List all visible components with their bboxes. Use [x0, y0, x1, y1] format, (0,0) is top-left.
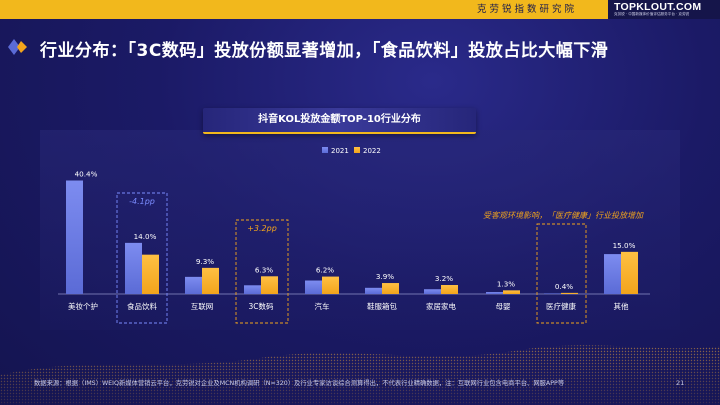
brand-tagline: 克劳锐 · 中国新媒体价值评估服务平台 · 克劳锐	[614, 12, 690, 16]
category-label: 汽车	[315, 301, 330, 311]
footnote: 数据来源：根据（IMS）WEIQ新媒体营销云平台，克劳锐对企业及MCN机构调研（…	[34, 380, 565, 387]
bar-2022	[382, 283, 399, 294]
bar-2021	[604, 254, 621, 294]
chart-title-box: 抖音KOL投放金额TOP-10行业分布	[203, 108, 476, 134]
data-label: 1.3%	[497, 279, 515, 288]
bar-2022	[261, 276, 278, 294]
data-label: 3.9%	[376, 272, 394, 281]
bar-2022	[621, 251, 638, 294]
bar-2021	[185, 276, 202, 294]
legend-swatch-2021	[322, 147, 328, 153]
data-label: 3.2%	[435, 274, 453, 283]
data-label: 9.3%	[196, 257, 214, 266]
institute-name: 克劳锐指数研究院	[476, 4, 577, 15]
legend-swatch-2022	[354, 147, 360, 153]
bar-2021	[486, 292, 503, 294]
highlight-box-food	[116, 192, 168, 324]
diamond-icon	[8, 39, 27, 55]
highlight-box-digital	[235, 219, 289, 324]
category-label: 互联网	[191, 302, 214, 311]
annotation-digital-change: +3.2pp	[247, 224, 277, 233]
data-label: 6.3%	[255, 265, 273, 274]
data-label: 14.0%	[134, 232, 157, 241]
chart-title: 抖音KOL投放金额TOP-10行业分布	[258, 114, 421, 125]
decorative-wave	[0, 345, 720, 405]
bar-2021	[305, 280, 322, 294]
bar-2021	[66, 180, 83, 294]
legend-label-2022: 2022	[363, 147, 381, 155]
bar-2022	[561, 292, 578, 294]
bar-2021	[544, 293, 561, 294]
data-label: 40.4%	[75, 169, 98, 178]
bar-2022	[202, 267, 219, 294]
annotation-medical-note: 受客观环境影响，「医疗健康」行业投放增加	[483, 211, 644, 220]
bar-2022	[322, 276, 339, 294]
legend-label-2021: 2021	[331, 147, 349, 155]
bar-2021	[365, 287, 382, 294]
data-label: 0.4%	[555, 282, 573, 291]
brand-name: TOPKLOUT.COM	[614, 1, 702, 13]
category-label: 家居家电	[426, 301, 456, 311]
category-label: 医疗健康	[546, 301, 576, 311]
header-bar	[0, 0, 720, 19]
category-label: 母婴	[496, 302, 511, 311]
annotation-food-change: -4.1pp	[129, 197, 155, 206]
page-number: 21	[676, 379, 685, 387]
data-label: 6.2%	[316, 266, 334, 275]
bar-2022	[441, 285, 458, 294]
category-label: 鞋服箱包	[367, 301, 397, 311]
chart-panel	[40, 130, 680, 330]
highlight-box-medical	[536, 223, 587, 324]
bar-2022	[142, 254, 159, 294]
brand-logo: TOPKLOUT.COM 克劳锐 · 中国新媒体价值评估服务平台 · 克劳锐	[608, 0, 720, 19]
bar-2021	[424, 289, 441, 294]
category-label: 其他	[614, 301, 629, 311]
data-label: 15.0%	[613, 241, 636, 250]
bar-2021	[125, 242, 142, 294]
category-label: 食品饮料	[127, 301, 157, 311]
category-label: 美妆个护	[68, 301, 98, 311]
category-label: 3C数码	[248, 301, 274, 311]
page-title: 行业分布：「3C数码」投放份额显著增加，「食品饮料」投放占比大幅下滑	[40, 41, 609, 61]
bar-2022	[503, 290, 520, 294]
bar-2021	[244, 285, 261, 294]
